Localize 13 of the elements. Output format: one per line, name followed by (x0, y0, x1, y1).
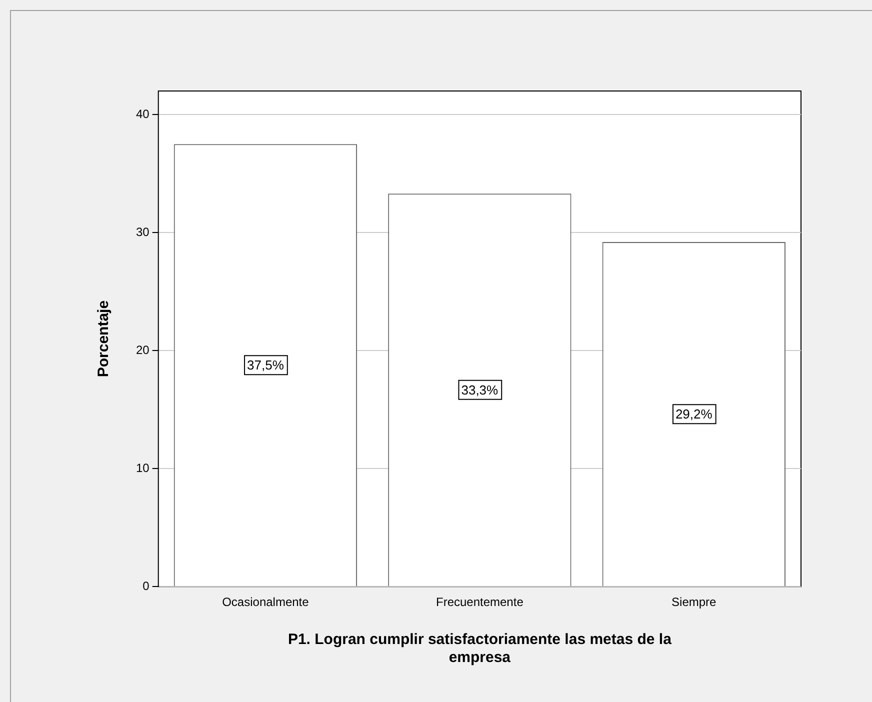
y-tick-label: 30 (136, 224, 150, 239)
data-label: 33,3% (461, 382, 499, 398)
data-label: 37,5% (247, 358, 284, 373)
x-axis-title: P1. Logran cumplir satisfactoriamente las metas de la empresa (288, 631, 672, 666)
x-tick-label: Ocasionalmente (222, 595, 310, 610)
x-tick-label: Siempre (672, 595, 717, 610)
x-tick-label: Frecuentemente (436, 595, 524, 610)
data-label: 29,2% (675, 406, 713, 422)
y-axis-title: Porcentaje (95, 300, 112, 378)
y-tick-label: 20 (136, 342, 150, 357)
y-tick-label: 10 (136, 460, 150, 475)
y-tick-label: 0 (142, 578, 150, 593)
y-tick-label: 40 (136, 106, 150, 121)
